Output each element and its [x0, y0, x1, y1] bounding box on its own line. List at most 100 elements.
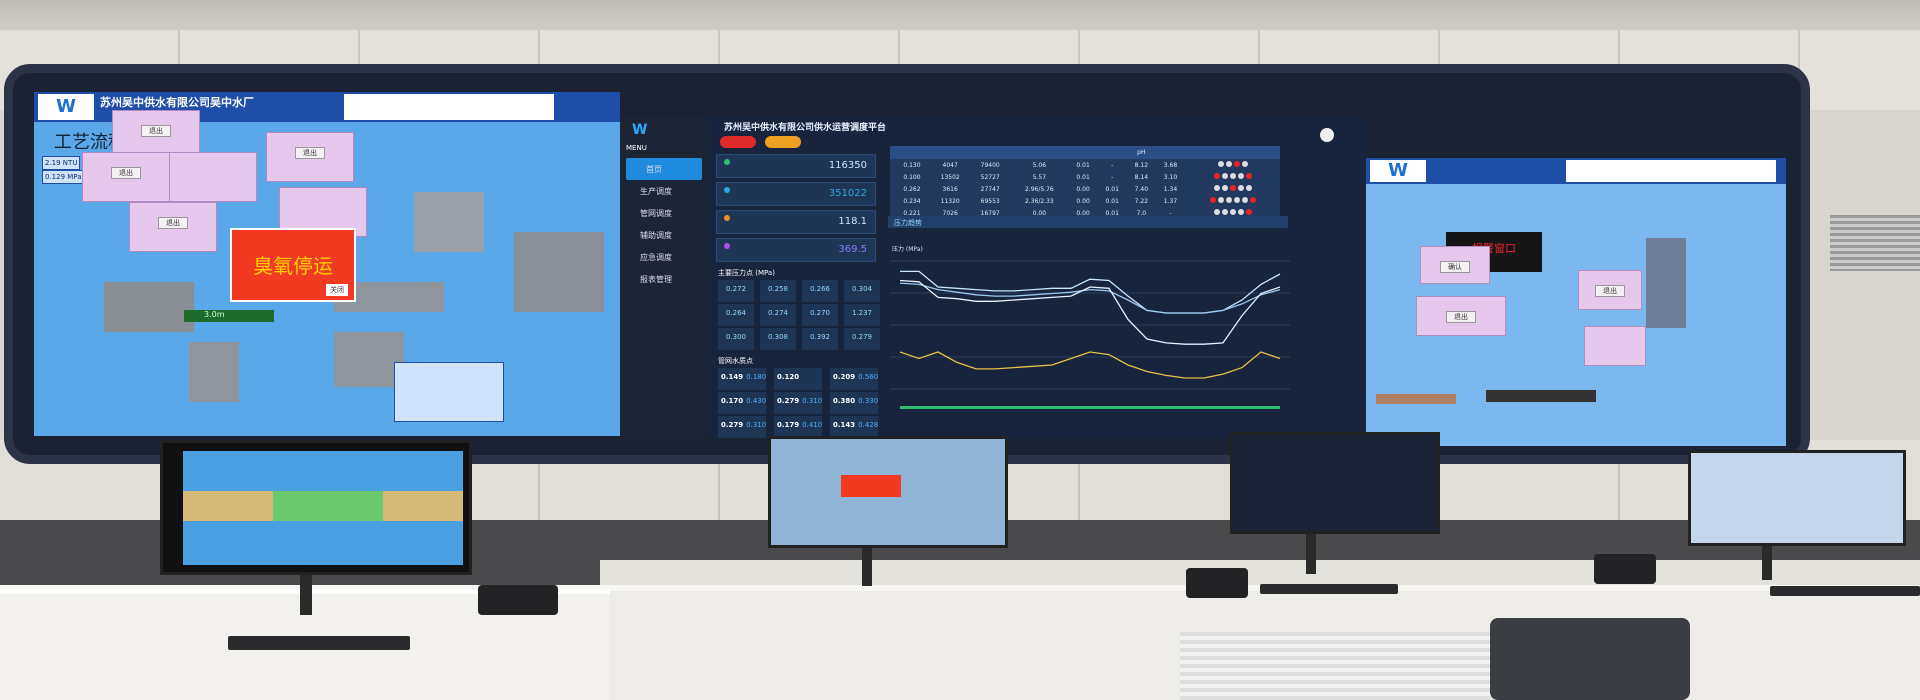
time-slider[interactable] — [900, 406, 1280, 409]
table-cell: - — [1111, 161, 1114, 169]
desk-phone[interactable] — [478, 585, 558, 615]
quality-value-secondary: 0.428 — [858, 421, 879, 429]
alarm-log — [344, 94, 554, 120]
chart-ylabel: 压力 (MPa) — [892, 246, 923, 253]
pressure-point: 0.272 — [718, 280, 754, 302]
quality-value-secondary: 0.430 — [746, 397, 767, 405]
table-header — [1097, 146, 1127, 159]
status-indicator — [1229, 185, 1236, 191]
level-display: 3.0m — [184, 310, 274, 322]
status-indicator — [1241, 197, 1248, 203]
facility-3d — [514, 232, 604, 312]
quality-value: 0.380 — [833, 397, 856, 405]
exit-button[interactable]: 退出 — [1595, 285, 1625, 297]
table-cell: 11320 — [940, 197, 960, 205]
sidebar-item-network[interactable]: 管网调度 — [640, 209, 672, 218]
quality-point: 0.120 — [774, 368, 822, 390]
alarm-popup: 退出 — [112, 110, 200, 160]
pump-row — [1486, 390, 1596, 402]
sidebar-item-home[interactable]: 首页 — [626, 158, 702, 180]
company-title: 苏州吴中供水有限公司吴中水厂 — [100, 96, 254, 109]
table-header — [1068, 146, 1098, 159]
company-logo: W — [38, 94, 94, 120]
kpi-power-ratio: 369.5 — [716, 238, 876, 262]
status-indicator — [1245, 173, 1252, 179]
table-cell: 1.37 — [1163, 197, 1178, 205]
table-cell: 0.234 — [903, 197, 921, 205]
quality-value: 0.120 — [777, 373, 800, 381]
table-cell: 13502 — [940, 173, 960, 181]
quality-value: 0.143 — [833, 421, 856, 429]
scada-screen: W 报警窗口 确认 退出 退出 — [1366, 158, 1786, 446]
status-dots — [1185, 183, 1280, 195]
table-cell: 3.68 — [1163, 161, 1178, 169]
kpi-power-unit: 118.1 — [716, 210, 876, 234]
status-indicator — [1245, 185, 1252, 191]
pressure-title: 主要压力点 (MPa) — [718, 269, 775, 277]
keyboard[interactable] — [1770, 586, 1920, 596]
table-header — [893, 146, 931, 159]
quality-point: 0.380 0.330 — [830, 392, 878, 414]
status-indicator — [1233, 161, 1240, 167]
exit-button[interactable]: 退出 — [158, 217, 188, 229]
alarm-toggle-orange[interactable] — [765, 136, 801, 148]
pressure-point: 0.258 — [760, 280, 796, 302]
user-avatar[interactable] — [1320, 128, 1334, 142]
keyboard[interactable] — [228, 636, 410, 650]
table-cell: 5.57 — [1032, 173, 1047, 181]
table-cell: 3.10 — [1163, 173, 1178, 181]
table-row: 0.100 13502 52727 5.57 0.01 - 8.14 3.10 — [890, 171, 1280, 183]
status-indicator — [1213, 173, 1220, 179]
table-cell: 69553 — [980, 197, 1000, 205]
table-cell: 0.01 — [1105, 185, 1119, 193]
table-cell: 2.36/2.33 — [1024, 197, 1054, 205]
quality-point: 0.179 0.410 — [774, 416, 822, 438]
status-dots — [1185, 159, 1280, 171]
alarm-toggle-red[interactable] — [720, 136, 756, 148]
desk-phone[interactable] — [1186, 568, 1248, 598]
quality-point: 0.209 0.560 — [830, 368, 878, 390]
exit-button[interactable]: 退出 — [1446, 311, 1476, 323]
table-cell: 0.130 — [903, 161, 921, 169]
status-indicator — [1225, 197, 1232, 203]
table-row: 0.130 4047 79400 5.06 0.01 - 8.12 3.68 — [890, 159, 1280, 171]
quality-point: 0.149 0.180 — [718, 368, 766, 390]
quality-point: 0.279 0.310 — [718, 416, 766, 438]
pressure-point: 0.304 — [844, 280, 880, 302]
alarm-close-button[interactable]: 关闭 — [326, 284, 348, 296]
exit-button[interactable]: 退出 — [141, 125, 171, 137]
pressure-point: 0.274 — [760, 304, 796, 326]
desk-monitor-2 — [768, 436, 1008, 548]
quality-value: 0.170 — [721, 397, 744, 405]
sidebar-item-production[interactable]: 生产调度 — [640, 187, 672, 196]
tab-pressure-trend[interactable]: 压力趋势 — [888, 216, 1288, 228]
pressure-point: 0.270 — [802, 304, 838, 326]
process-flow-screen: W 苏州吴中供水有限公司吴中水厂 工艺流程图 2.19 NTU 0.129 MP… — [34, 92, 620, 436]
pressure-point: 1.237 — [844, 304, 880, 326]
alarm-popup: 退出 — [82, 152, 170, 202]
pressure-point: 0.300 — [718, 328, 754, 350]
exit-button[interactable]: 退出 — [111, 167, 141, 179]
status-indicator — [1237, 185, 1244, 191]
table-cell: 52727 — [980, 173, 1000, 181]
sidebar-item-emergency[interactable]: 应急调度 — [640, 253, 672, 262]
exit-button[interactable]: 退出 — [295, 147, 325, 159]
table-cell: 1.34 — [1163, 185, 1178, 193]
quality-value: 0.209 — [833, 373, 856, 381]
desk-phone[interactable] — [1594, 554, 1656, 584]
quality-point: 0.279 0.310 — [774, 392, 822, 414]
table-cell: 16797 — [980, 209, 1000, 217]
desk-monitor-3 — [1230, 432, 1440, 534]
table-cell: 0.00 — [1076, 209, 1090, 217]
ozone-stop-alarm: 臭氧停运 关闭 — [230, 228, 356, 302]
alarm-log — [1566, 160, 1776, 182]
sidebar-item-reports[interactable]: 报表管理 — [640, 275, 672, 284]
confirm-popup: 退出 — [1416, 296, 1506, 336]
table-cell: 3616 — [942, 185, 958, 193]
keyboard[interactable] — [1260, 584, 1398, 594]
table-cell: 0.221 — [903, 209, 921, 217]
sidebar-item-auxiliary[interactable]: 辅助调度 — [640, 231, 672, 240]
kpi-cumulative-supply: 351022 — [716, 182, 876, 206]
confirm-button[interactable]: 确认 — [1440, 261, 1470, 273]
table-cell: 2.96/5.76 — [1024, 185, 1054, 193]
